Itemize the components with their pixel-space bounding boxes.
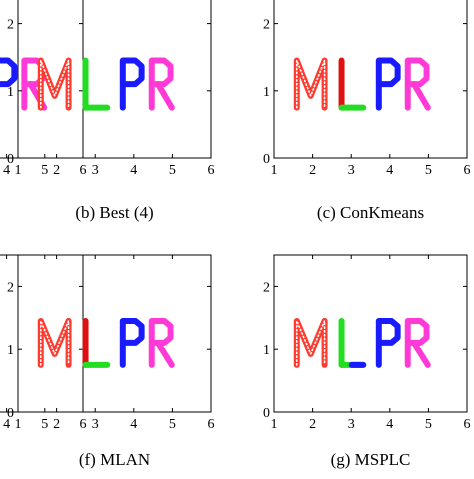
cluster-letter-R (404, 317, 431, 368)
letter-stroke (37, 317, 72, 368)
panel-caption: (g) MSPLC (331, 450, 411, 469)
cluster-letter-M (37, 317, 72, 368)
x-tick-label: 2 (53, 417, 60, 432)
letter-stroke (119, 317, 145, 368)
y-tick-label: 2 (263, 280, 270, 295)
cluster-letter-R (404, 57, 431, 111)
x-tick-label: 6 (464, 417, 471, 432)
cluster-letter-P (119, 317, 145, 368)
x-tick-label: 5 (425, 417, 432, 432)
x-tick-label: 6 (80, 417, 87, 432)
x-tick-label: 4 (386, 417, 393, 432)
plot-frame (273, 254, 468, 413)
cluster-letter-M (293, 317, 328, 368)
cluster-letter-M (37, 57, 72, 111)
letter-stroke (37, 57, 72, 111)
x-tick-label: 3 (348, 417, 355, 432)
y-tick-label: 0 (7, 152, 14, 167)
panel-caption: (b) Best (4) (75, 203, 153, 222)
x-tick-label: 2 (309, 417, 316, 432)
x-tick-label: 5 (41, 163, 48, 178)
plot-frame (17, 254, 212, 413)
letter-stroke (375, 57, 401, 111)
x-tick-label: 5 (41, 417, 48, 432)
x-tick-label: 1 (271, 417, 278, 432)
x-tick-label: 6 (464, 163, 471, 178)
x-tick-label: 4 (3, 417, 10, 432)
letter-stroke (148, 317, 174, 368)
letter-point-markers (39, 320, 70, 366)
x-tick-label: 5 (425, 163, 432, 178)
letter-stroke (411, 81, 431, 111)
plot-frame (17, 0, 212, 159)
y-tick-label: 1 (7, 343, 14, 358)
letter-stroke (155, 339, 175, 368)
x-tick-label: 4 (3, 163, 10, 178)
cluster-letter-L (82, 317, 111, 368)
letter-stroke (404, 57, 430, 111)
plot-frame (273, 0, 468, 159)
letter-stroke (404, 317, 430, 368)
panel-caption: (c) ConKmeans (317, 203, 424, 222)
cluster-letter-R (148, 57, 175, 111)
letter-stroke (293, 57, 328, 111)
letter-stroke (0, 57, 18, 88)
cluster-letter-L (338, 57, 367, 111)
cluster-letter-P (375, 317, 401, 368)
x-tick-label: 4 (130, 163, 137, 178)
x-tick-label: 3 (92, 417, 99, 432)
x-tick-label: 6 (208, 163, 215, 178)
x-tick-label: 6 (208, 417, 215, 432)
letter-stroke (119, 57, 145, 111)
letter-point-markers (295, 60, 326, 109)
letter-stroke (375, 317, 401, 368)
x-tick-label: 3 (92, 163, 99, 178)
y-tick-label: 0 (263, 152, 270, 167)
letter-stroke (411, 339, 431, 368)
cluster-letter-M (293, 57, 328, 111)
x-tick-label: 5 (169, 163, 176, 178)
letter-point-markers (295, 320, 326, 366)
x-tick-label: 6 (80, 163, 87, 178)
cluster-letter-L (82, 57, 111, 111)
y-tick-label: 1 (7, 85, 14, 100)
y-tick-label: 2 (7, 18, 14, 33)
cluster-letter-P (375, 57, 401, 111)
y-tick-label: 1 (263, 343, 270, 358)
y-tick-label: 0 (7, 406, 14, 421)
y-tick-label: 1 (263, 85, 270, 100)
letter-stroke (293, 317, 328, 368)
y-tick-label: 2 (7, 280, 14, 295)
x-tick-label: 2 (309, 163, 316, 178)
cluster-letter-R (148, 317, 175, 368)
x-tick-label: 2 (53, 163, 60, 178)
x-tick-label: 5 (169, 417, 176, 432)
x-tick-label: 1 (15, 163, 22, 178)
x-tick-label: 3 (348, 163, 355, 178)
letter-point-markers (39, 60, 70, 109)
panel-caption: (f) MLAN (79, 450, 150, 469)
x-tick-label: 4 (386, 163, 393, 178)
y-tick-label: 0 (263, 406, 270, 421)
cluster-letter-P (119, 57, 145, 111)
letter-stroke (148, 57, 174, 111)
cluster-letter-L (338, 317, 367, 368)
cluster-letter-P (0, 57, 18, 88)
x-tick-label: 1 (15, 417, 22, 432)
y-tick-label: 2 (263, 18, 270, 33)
letter-stroke (155, 81, 175, 111)
x-tick-label: 1 (271, 163, 278, 178)
x-tick-label: 4 (130, 417, 137, 432)
